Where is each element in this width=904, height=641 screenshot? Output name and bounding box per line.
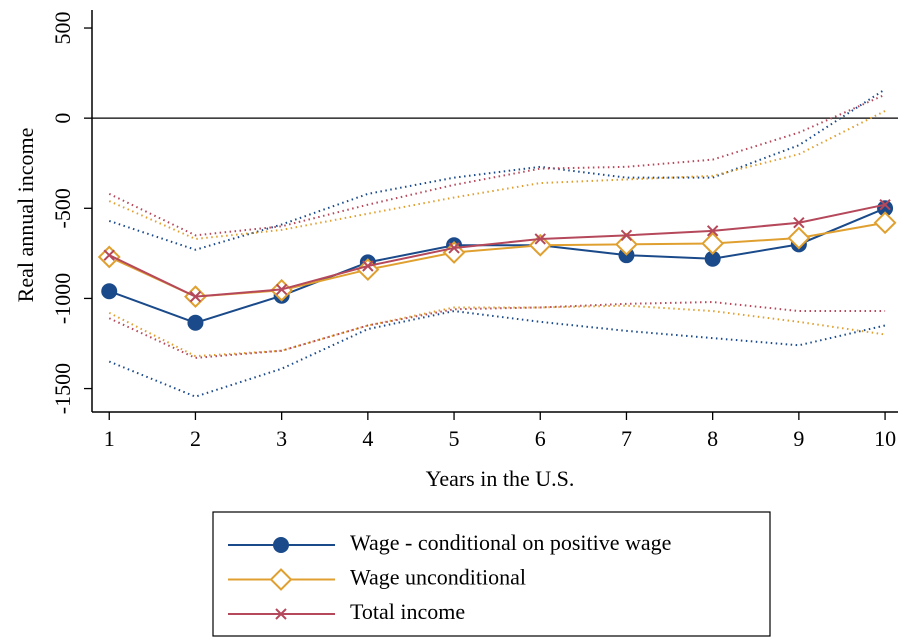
legend-marker <box>275 608 287 620</box>
y-tick-label: 0 <box>50 113 75 124</box>
marker <box>701 232 725 255</box>
legend-box <box>212 511 771 637</box>
marker <box>101 283 118 300</box>
x-tick-label: 7 <box>621 426 632 451</box>
marker <box>704 250 721 267</box>
x-tick-label: 6 <box>535 426 546 451</box>
x-tick-label: 5 <box>449 426 460 451</box>
y-tick-label: -500 <box>50 188 75 228</box>
legend-label: Wage - conditional on positive wage <box>350 530 671 555</box>
marker <box>534 233 546 245</box>
marker <box>873 211 897 235</box>
marker <box>620 229 633 242</box>
x-tick-label: 10 <box>874 426 896 451</box>
x-tick-label: 8 <box>707 426 718 451</box>
marker <box>189 290 202 303</box>
x-tick-label: 9 <box>793 426 804 451</box>
y-tick-label: 500 <box>50 12 75 45</box>
marker <box>97 245 121 269</box>
x-tick-label: 1 <box>104 426 115 451</box>
series-line <box>108 207 886 324</box>
x-tick-label: 3 <box>276 426 287 451</box>
marker <box>362 260 374 272</box>
y-tick-label: -1000 <box>50 273 75 324</box>
y-axis-label: Real annual income <box>13 128 38 303</box>
marker <box>877 200 894 217</box>
x-tick-label: 4 <box>362 426 373 451</box>
series-line <box>108 203 886 298</box>
ci-lower-line <box>108 310 886 398</box>
marker <box>356 258 380 282</box>
legend-marker <box>269 568 293 591</box>
marker <box>448 242 460 254</box>
ci-lower-line <box>108 301 886 359</box>
legend-label: Wage unconditional <box>350 565 526 590</box>
x-axis-label: Years in the U.S. <box>426 466 575 491</box>
x-tick-label: 2 <box>190 426 201 451</box>
ci-upper-line <box>108 110 886 240</box>
ci-upper-line <box>108 93 886 237</box>
marker <box>706 225 719 237</box>
y-tick-label: -1500 <box>50 363 75 414</box>
marker <box>793 217 805 229</box>
legend-label: Total income <box>350 599 465 624</box>
marker <box>275 283 288 296</box>
marker <box>787 226 811 250</box>
legend-marker <box>273 537 289 553</box>
series-line <box>108 221 886 298</box>
ci-upper-line <box>108 88 886 251</box>
marker <box>187 314 204 331</box>
marker <box>103 249 115 261</box>
marker <box>879 198 891 211</box>
